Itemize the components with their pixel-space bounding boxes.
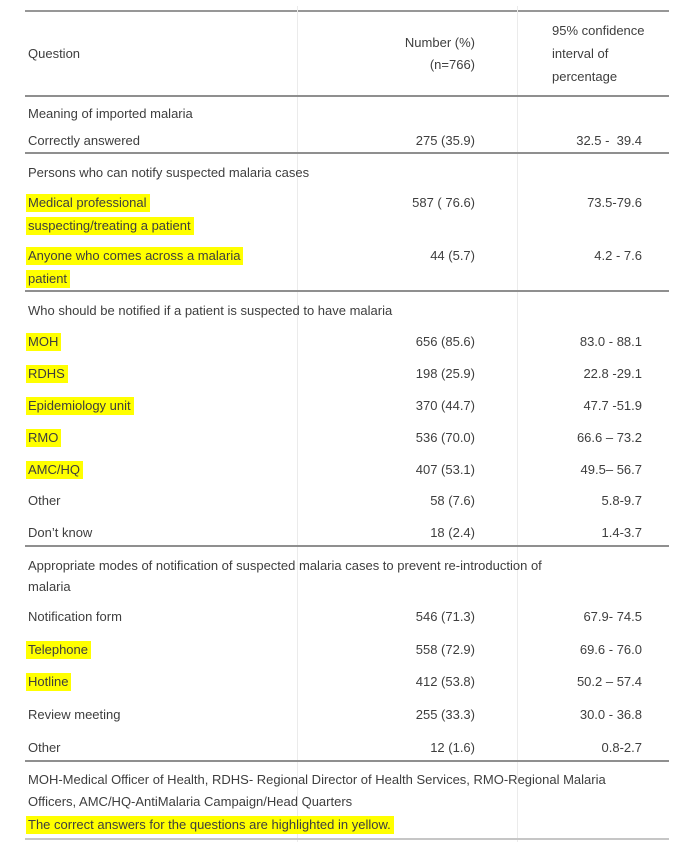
table-row: Telephone 558 (72.9) 69.6 - 76.0 (25, 630, 669, 663)
table-header-row: Question Number (%) (n=766) 95% confiden… (25, 12, 669, 97)
question-cell: MOH (25, 330, 297, 353)
table-row: MOH 656 (85.6) 83.0 - 88.1 (25, 322, 669, 354)
question-label: Other (28, 739, 61, 755)
number-cell: 412 (53.8) (415, 674, 475, 690)
question-label-highlighted: MOH (26, 333, 62, 351)
table-row: RDHS 198 (25.9) 22.8 -29.1 (25, 354, 669, 386)
section-meaning-of-imported-malaria: Meaning of imported malaria Correctly an… (25, 97, 669, 154)
column-header-ci: 95% confidence interval of percentage (552, 23, 645, 84)
number-cell: 58 (7.6) (430, 493, 475, 509)
ci-cell: 0.8-2.7 (601, 739, 642, 755)
column-header-number: Number (%) (n=766) (404, 34, 475, 72)
number-cell: 18 (2.4) (430, 525, 475, 541)
ci-cell: 22.8 -29.1 (583, 365, 642, 381)
column-divider (297, 6, 298, 843)
question-label-highlighted: AMC/HQ (26, 460, 83, 479)
ci-cell: 1.4-3.7 (601, 525, 642, 541)
section-title: Persons who can notify suspected malaria… (28, 165, 310, 180)
table-footnotes: MOH-Medical Officer of Health, RDHS- Reg… (25, 762, 669, 841)
question-label-highlighted: RMO (26, 428, 62, 447)
highlight-note: The correct answers for the questions ar… (26, 814, 669, 835)
section-appropriate-modes-of-notification: Appropriate modes of notification of sus… (25, 547, 669, 763)
table-row: Review meeting 255 (33.3) 30.0 - 36.8 (25, 695, 669, 728)
question-label-highlighted: RDHS (26, 364, 68, 383)
table-row: Correctly answered 275 (35.9) 32.5 - 39.… (25, 124, 669, 152)
question-cell: RMO (25, 426, 297, 449)
question-cell: AMC/HQ (25, 458, 297, 481)
ci-cell: 5.8-9.7 (601, 493, 642, 509)
ci-cell: 69.6 - 76.0 (579, 641, 642, 657)
number-cell: 407 (53.1) (415, 461, 475, 477)
question-cell: Epidemiology unit (25, 394, 297, 417)
highlight-note-text: The correct answers for the questions ar… (26, 816, 394, 835)
results-table: Question Number (%) (n=766) 95% confiden… (25, 6, 669, 843)
number-cell: 255 (33.3) (415, 707, 475, 723)
table-row: Don’t know 18 (2.4) 1.4-3.7 (25, 513, 669, 545)
number-cell: 587 ( 76.6) (412, 195, 475, 210)
ci-cell: 66.6 – 73.2 (576, 429, 642, 445)
section-title: Who should be notified if a patient is s… (28, 303, 393, 318)
table-row: RMO 536 (70.0) 66.6 – 73.2 (25, 418, 669, 450)
number-cell: 12 (1.6) (430, 739, 475, 755)
number-cell: 44 (5.7) (430, 248, 475, 263)
question-label: Don’t know (28, 525, 93, 541)
question-cell: Telephone (25, 638, 297, 661)
section-who-should-be-notified: Who should be notified if a patient is s… (25, 292, 669, 548)
table-row: Epidemiology unit 370 (44.7) 47.7 -51.9 (25, 386, 669, 418)
column-divider (517, 6, 518, 843)
ci-cell: 4.2 - 7.6 (594, 248, 642, 263)
question-cell: Don’t know (25, 521, 297, 544)
question-cell: Correctly answered (25, 129, 297, 152)
section-title: Appropriate modes of notification of sus… (28, 558, 542, 595)
question-label-highlighted: Hotline (26, 673, 72, 692)
ci-cell: 30.0 - 36.8 (579, 707, 642, 723)
question-label-highlighted: Epidemiology unit (26, 396, 134, 415)
ci-cell: 67.9- 74.5 (583, 609, 642, 625)
table-row: Hotline 412 (53.8) 50.2 – 57.4 (25, 662, 669, 695)
table-row: Medical professional suspecting/treating… (25, 184, 669, 237)
table-row: Other 58 (7.6) 5.8-9.7 (25, 481, 669, 513)
number-cell: 656 (85.6) (415, 334, 475, 349)
ci-cell: 73.5-79.6 (587, 195, 642, 210)
table-row: AMC/HQ 407 (53.1) 49.5– 56.7 (25, 450, 669, 482)
question-label: Correctly answered (28, 133, 140, 148)
table-row: Other 12 (1.6) 0.8-2.7 (25, 728, 669, 761)
ci-cell: 83.0 - 88.1 (579, 334, 642, 349)
question-cell: Hotline (25, 670, 297, 693)
ci-cell: 47.7 -51.9 (583, 397, 642, 413)
question-label-highlighted: Anyone who comes across a malaria patien… (26, 247, 244, 288)
question-label-highlighted: Medical professional suspecting/treating… (26, 194, 194, 235)
question-cell: Review meeting (25, 703, 297, 726)
number-cell: 536 (70.0) (415, 429, 475, 445)
column-header-question: Question (28, 46, 81, 61)
question-cell: Notification form (25, 605, 297, 628)
question-label-highlighted: Telephone (26, 640, 91, 659)
ci-cell: 32.5 - 39.4 (576, 133, 642, 148)
question-cell: Other (25, 489, 297, 512)
table-row: Notification form 546 (71.3) 67.9- 74.5 (25, 597, 669, 630)
number-cell: 275 (35.9) (415, 133, 475, 148)
ci-cell: 50.2 – 57.4 (576, 674, 642, 690)
question-label: Review meeting (28, 707, 121, 723)
question-label: Other (28, 493, 61, 509)
table-row: Anyone who comes across a malaria patien… (25, 237, 669, 290)
ci-cell: 49.5– 56.7 (580, 461, 642, 477)
number-cell: 546 (71.3) (415, 609, 475, 625)
number-cell: 370 (44.7) (415, 397, 475, 413)
section-persons-who-can-notify: Persons who can notify suspected malaria… (25, 154, 669, 292)
question-label: Notification form (28, 609, 122, 625)
question-cell: RDHS (25, 362, 297, 385)
question-cell: Medical professional suspecting/treating… (25, 191, 297, 237)
abbreviations-note: MOH-Medical Officer of Health, RDHS- Reg… (28, 772, 606, 809)
question-cell: Anyone who comes across a malaria patien… (25, 244, 297, 290)
question-cell: Other (25, 736, 297, 759)
section-title: Meaning of imported malaria (28, 106, 193, 121)
number-cell: 198 (25.9) (415, 365, 475, 381)
number-cell: 558 (72.9) (415, 641, 475, 657)
